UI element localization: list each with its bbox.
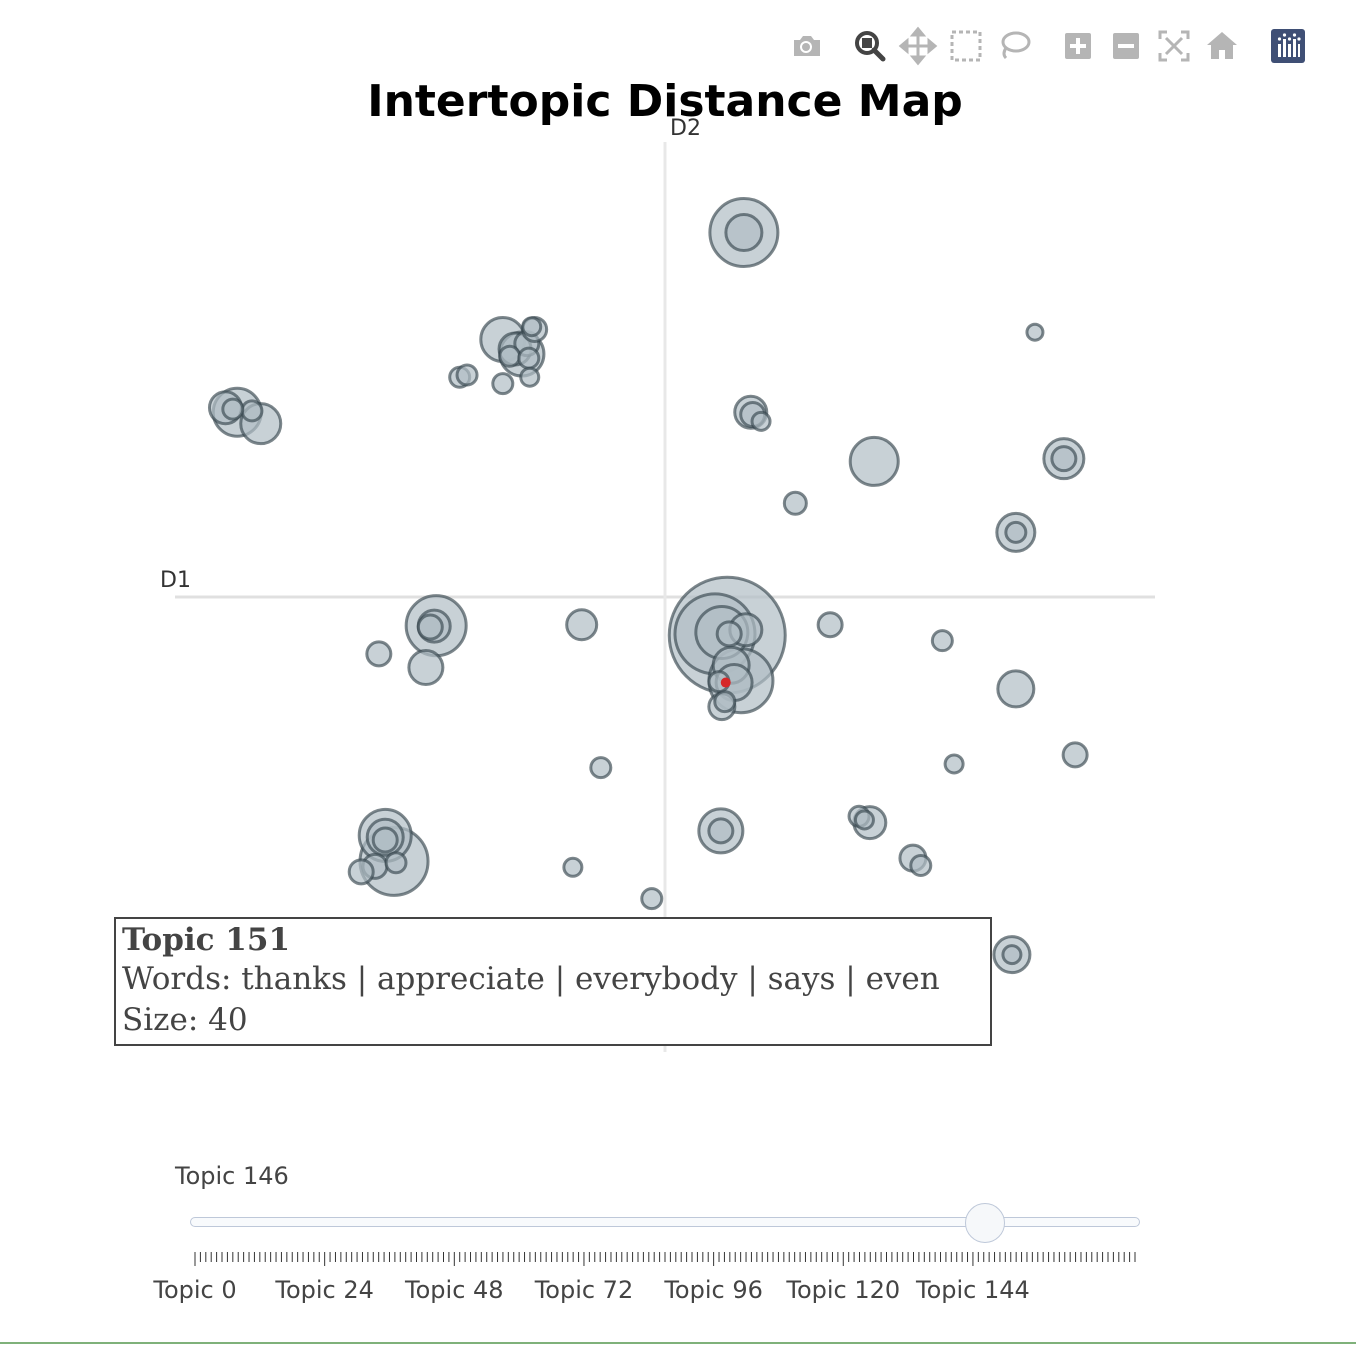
topic-marker[interactable]	[930, 629, 954, 653]
topic-bubble	[996, 669, 1036, 709]
y-axis-label: D2	[670, 116, 701, 141]
topic-bubble	[519, 366, 541, 388]
slider-current-value: Topic 146	[175, 1162, 289, 1190]
topic-bubble	[371, 826, 399, 854]
topic-marker[interactable]	[240, 399, 264, 423]
topic-marker[interactable]	[1001, 944, 1023, 966]
topic-marker[interactable]	[1050, 445, 1078, 473]
box-select-icon[interactable]	[946, 26, 986, 66]
topic-bubble	[1025, 322, 1045, 342]
tooltip-words: Words: thanks | appreciate | everybody |…	[122, 961, 940, 997]
topic-bubble	[521, 316, 543, 338]
topic-bubble	[943, 753, 965, 775]
topic-marker[interactable]	[996, 669, 1036, 709]
topic-bubble	[930, 629, 954, 653]
topic-bubble	[565, 608, 599, 642]
topic-marker[interactable]	[519, 366, 541, 388]
topic-bubble	[407, 649, 445, 687]
slider-handle[interactable]	[964, 1203, 1005, 1243]
modebar	[786, 26, 1316, 66]
zoom-icon[interactable]	[850, 26, 890, 66]
axes-layer: D1 D2	[160, 116, 1155, 1052]
topic-marker[interactable]	[724, 213, 764, 253]
topic-bubble	[240, 399, 264, 423]
topic-marker[interactable]	[1025, 322, 1045, 342]
topic-bubble	[498, 344, 522, 368]
topic-bubble	[853, 809, 875, 831]
topic-marker[interactable]	[1004, 520, 1028, 544]
topic-bubble	[221, 397, 245, 421]
topic-marker[interactable]	[713, 690, 737, 714]
topic-marker[interactable]	[365, 640, 393, 668]
topic-marker[interactable]	[640, 887, 664, 911]
topic-marker[interactable]	[707, 817, 735, 845]
topic-marker[interactable]	[909, 853, 933, 877]
autoscale-icon[interactable]	[1154, 26, 1194, 66]
zoom-out-icon[interactable]	[1106, 26, 1146, 66]
topic-bubble	[707, 817, 735, 845]
topic-marker[interactable]	[848, 435, 900, 487]
slider-rail[interactable]	[190, 1217, 1140, 1227]
plotly-logo-icon[interactable]	[1268, 26, 1308, 66]
topic-marker[interactable]	[853, 809, 875, 831]
topic-bubble	[384, 851, 408, 875]
topic-marker[interactable]	[371, 826, 399, 854]
topic-bubble	[589, 756, 613, 780]
tooltip-size: Size: 40	[122, 1002, 248, 1038]
lasso-select-icon[interactable]	[994, 26, 1034, 66]
zoom-in-icon[interactable]	[1058, 26, 1098, 66]
camera-icon[interactable]	[786, 26, 826, 66]
topic-bubble	[640, 887, 664, 911]
topic-marker[interactable]	[407, 649, 445, 687]
topic-marker[interactable]	[816, 611, 844, 639]
topic-bubble	[848, 435, 900, 487]
topic-bubble	[750, 410, 772, 432]
topic-marker[interactable]	[416, 613, 444, 641]
topic-marker[interactable]	[715, 620, 743, 648]
points-layer	[207, 197, 1089, 975]
topic-marker[interactable]	[943, 753, 965, 775]
x-axis-label: D1	[160, 568, 191, 593]
topic-bubble	[713, 690, 737, 714]
topic-marker[interactable]	[589, 756, 613, 780]
topic-marker[interactable]	[782, 490, 808, 516]
topic-bubble	[1001, 944, 1023, 966]
topic-bubble	[1050, 445, 1078, 473]
topic-bubble	[816, 611, 844, 639]
pan-icon[interactable]	[898, 26, 938, 66]
topic-bubble	[715, 620, 743, 648]
footer-divider	[0, 1342, 1356, 1344]
topic-marker[interactable]	[384, 851, 408, 875]
topic-bubble	[347, 858, 375, 886]
tooltip-title: Topic 151	[122, 922, 291, 958]
selected-topic-marker	[720, 677, 731, 688]
topic-marker[interactable]	[498, 344, 522, 368]
topic-marker[interactable]	[521, 316, 543, 338]
topic-bubble	[491, 372, 515, 396]
topic-marker[interactable]	[347, 858, 375, 886]
topic-marker[interactable]	[455, 363, 479, 387]
topic-bubble	[455, 363, 479, 387]
topic-marker[interactable]	[517, 346, 541, 370]
topic-bubble	[1004, 520, 1028, 544]
topic-bubble	[909, 853, 933, 877]
topic-bubble	[724, 213, 764, 253]
topic-bubble	[517, 346, 541, 370]
topic-bubble	[1061, 741, 1089, 769]
hover-tooltip: Topic 151 Words: thanks | appreciate | e…	[114, 917, 992, 1046]
topic-bubble	[365, 640, 393, 668]
topic-marker[interactable]	[1061, 741, 1089, 769]
reset-axes-icon[interactable]	[1202, 26, 1242, 66]
topic-marker[interactable]	[491, 372, 515, 396]
topic-bubble	[782, 490, 808, 516]
topic-marker[interactable]	[221, 397, 245, 421]
topic-bubble	[416, 613, 444, 641]
chart-title: Intertopic Distance Map	[367, 76, 963, 127]
topic-marker[interactable]	[565, 608, 599, 642]
topic-marker[interactable]	[750, 410, 772, 432]
topic-marker[interactable]	[562, 856, 584, 878]
topic-bubble	[562, 856, 584, 878]
